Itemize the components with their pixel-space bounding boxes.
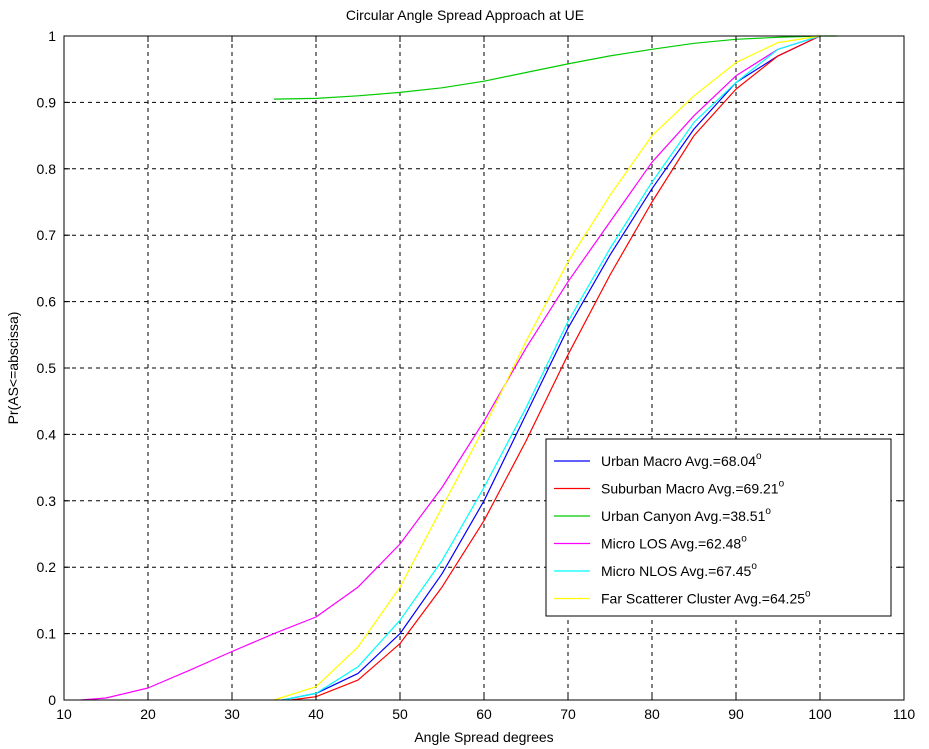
series-line-5 — [273, 35, 821, 701]
legend-entry-label: Suburban Macro Avg.=69.21o — [601, 479, 785, 497]
x-tick-label: 50 — [392, 706, 408, 722]
legend-entry-label: Urban Canyon Avg.=38.51o — [601, 506, 771, 524]
legend-entry-degree: o — [779, 479, 785, 490]
x-tick-label: 100 — [808, 706, 832, 722]
y-tick-label: 0.6 — [37, 294, 57, 310]
x-tick-label: 60 — [476, 706, 492, 722]
legend-entry-text: Urban Macro Avg.=68.04 — [601, 453, 756, 469]
legend-box — [545, 438, 892, 617]
legend-entry-label: Urban Macro Avg.=68.04o — [601, 451, 762, 469]
y-axis-label: Pr(AS<=abscissa) — [5, 312, 21, 425]
x-tick-label: 40 — [308, 706, 324, 722]
legend-entry-degree: o — [751, 561, 757, 572]
series-line-2 — [273, 35, 837, 100]
legend-entry-text: Micro NLOS Avg.=67.45 — [601, 563, 752, 579]
series-line-1 — [290, 35, 821, 701]
legend-entry-degree: o — [805, 589, 811, 600]
x-tick-label: 20 — [140, 706, 156, 722]
x-axis-label: Angle Spread degrees — [414, 729, 553, 745]
legend-entry-label: Micro LOS Avg.=62.48o — [601, 534, 747, 552]
x-tick-label: 30 — [224, 706, 240, 722]
y-tick-label: 0.7 — [37, 227, 57, 243]
chart-title: Circular Angle Spread Approach at UE — [346, 7, 584, 23]
y-tick-label: 0.5 — [37, 360, 57, 376]
legend-entry-degree: o — [756, 451, 762, 462]
x-tick-label: 10 — [56, 706, 72, 722]
y-tick-label: 0.1 — [37, 626, 57, 642]
y-tick-label: 0.2 — [37, 559, 57, 575]
series-line-0 — [282, 35, 821, 701]
legend-entry-label: Micro NLOS Avg.=67.45o — [601, 561, 757, 579]
axis-ticks: 10 20 30 40 50 60 70 80 90 100 110 0 0.1 0.2 0.3 0.4 0.5… — [37, 28, 916, 722]
x-tick-label: 110 — [893, 706, 916, 722]
y-tick-label: 0.4 — [37, 426, 57, 442]
legend-entry-degree: o — [741, 534, 747, 545]
legend-entry-text: Urban Canyon Avg.=38.51 — [601, 508, 766, 524]
y-tick-label: 1 — [48, 28, 56, 44]
legend-entry-text: Micro LOS Avg.=62.48 — [601, 536, 741, 552]
series-line-4 — [282, 35, 821, 701]
x-tick-label: 70 — [560, 706, 576, 722]
y-tick-label: 0 — [48, 692, 56, 708]
x-tick-label: 90 — [728, 706, 744, 722]
y-tick-label: 0.9 — [37, 94, 57, 110]
legend-entry-degree: o — [765, 506, 771, 517]
x-tick-label: 80 — [644, 706, 660, 722]
legend-entry-label: Far Scatterer Cluster Avg.=64.25o — [601, 589, 811, 607]
legend-entry-text: Suburban Macro Avg.=69.21 — [601, 481, 779, 497]
y-tick-label: 0.3 — [37, 493, 57, 509]
series-layer — [80, 35, 837, 701]
series-line-3 — [80, 35, 821, 701]
y-tick-label: 0.8 — [37, 161, 57, 177]
legend-entry-text: Far Scatterer Cluster Avg.=64.25 — [601, 591, 805, 607]
